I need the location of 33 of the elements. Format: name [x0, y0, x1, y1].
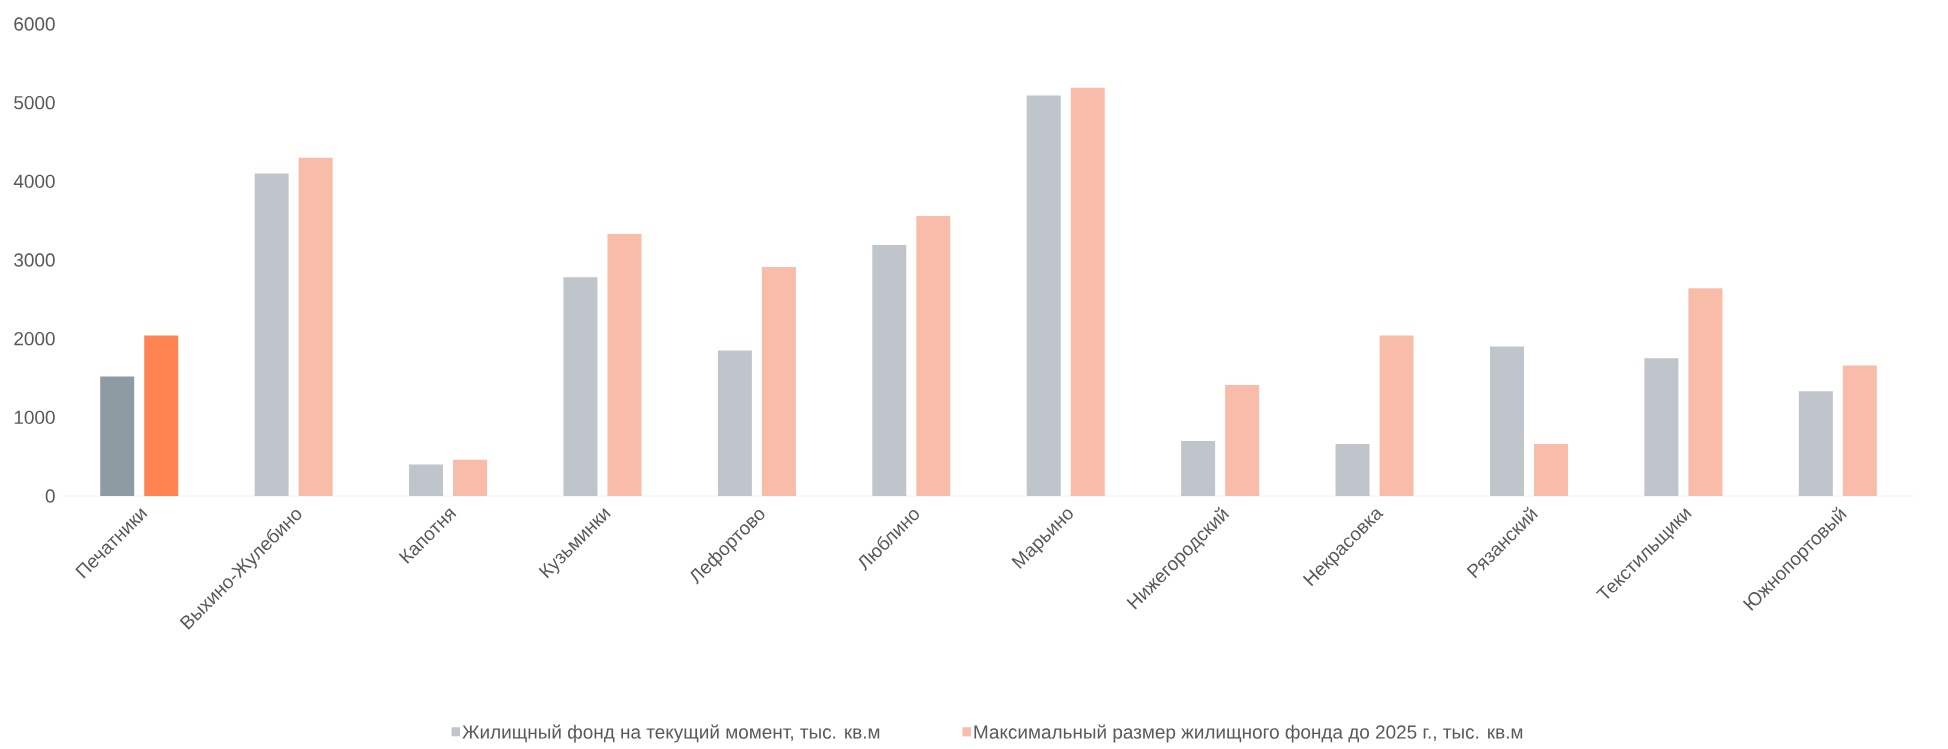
- bar: [761, 267, 796, 496]
- bar: [1489, 346, 1524, 496]
- bar: [1225, 385, 1260, 496]
- bar: [1026, 95, 1061, 496]
- bar: [453, 459, 488, 496]
- bar: [1644, 358, 1679, 496]
- bar: [916, 215, 951, 496]
- y-tick-label: 2000: [14, 331, 55, 346]
- bar: [1842, 365, 1877, 496]
- legend-label: Жилищный фонд на текущий момент, тыс. кв.м: [462, 724, 880, 743]
- bar: [100, 376, 135, 496]
- bar: [1533, 444, 1568, 496]
- bar: [1070, 87, 1105, 496]
- bar: [409, 464, 444, 496]
- bar: [1798, 391, 1833, 496]
- y-tick-label: 4000: [13, 174, 55, 189]
- bar: [1181, 440, 1216, 496]
- bar: [144, 335, 179, 496]
- bar: [717, 350, 752, 496]
- y-tick-label: 1000: [14, 410, 55, 425]
- bar: [1335, 444, 1370, 496]
- y-tick-label: 0: [45, 489, 55, 503]
- bar: [298, 157, 333, 496]
- bar: [563, 277, 598, 496]
- bar: [872, 245, 907, 496]
- y-tick-label: 3000: [14, 253, 55, 267]
- y-tick-label: 5000: [14, 95, 55, 110]
- bar: [254, 173, 289, 496]
- bar: [1688, 288, 1723, 496]
- bar: [1379, 335, 1414, 496]
- bar: [607, 234, 642, 496]
- legend-label: Максимальный размер жилищного фонда до 2025 г., тыс. кв.м: [974, 724, 1523, 743]
- y-tick-label: 6000: [14, 17, 55, 31]
